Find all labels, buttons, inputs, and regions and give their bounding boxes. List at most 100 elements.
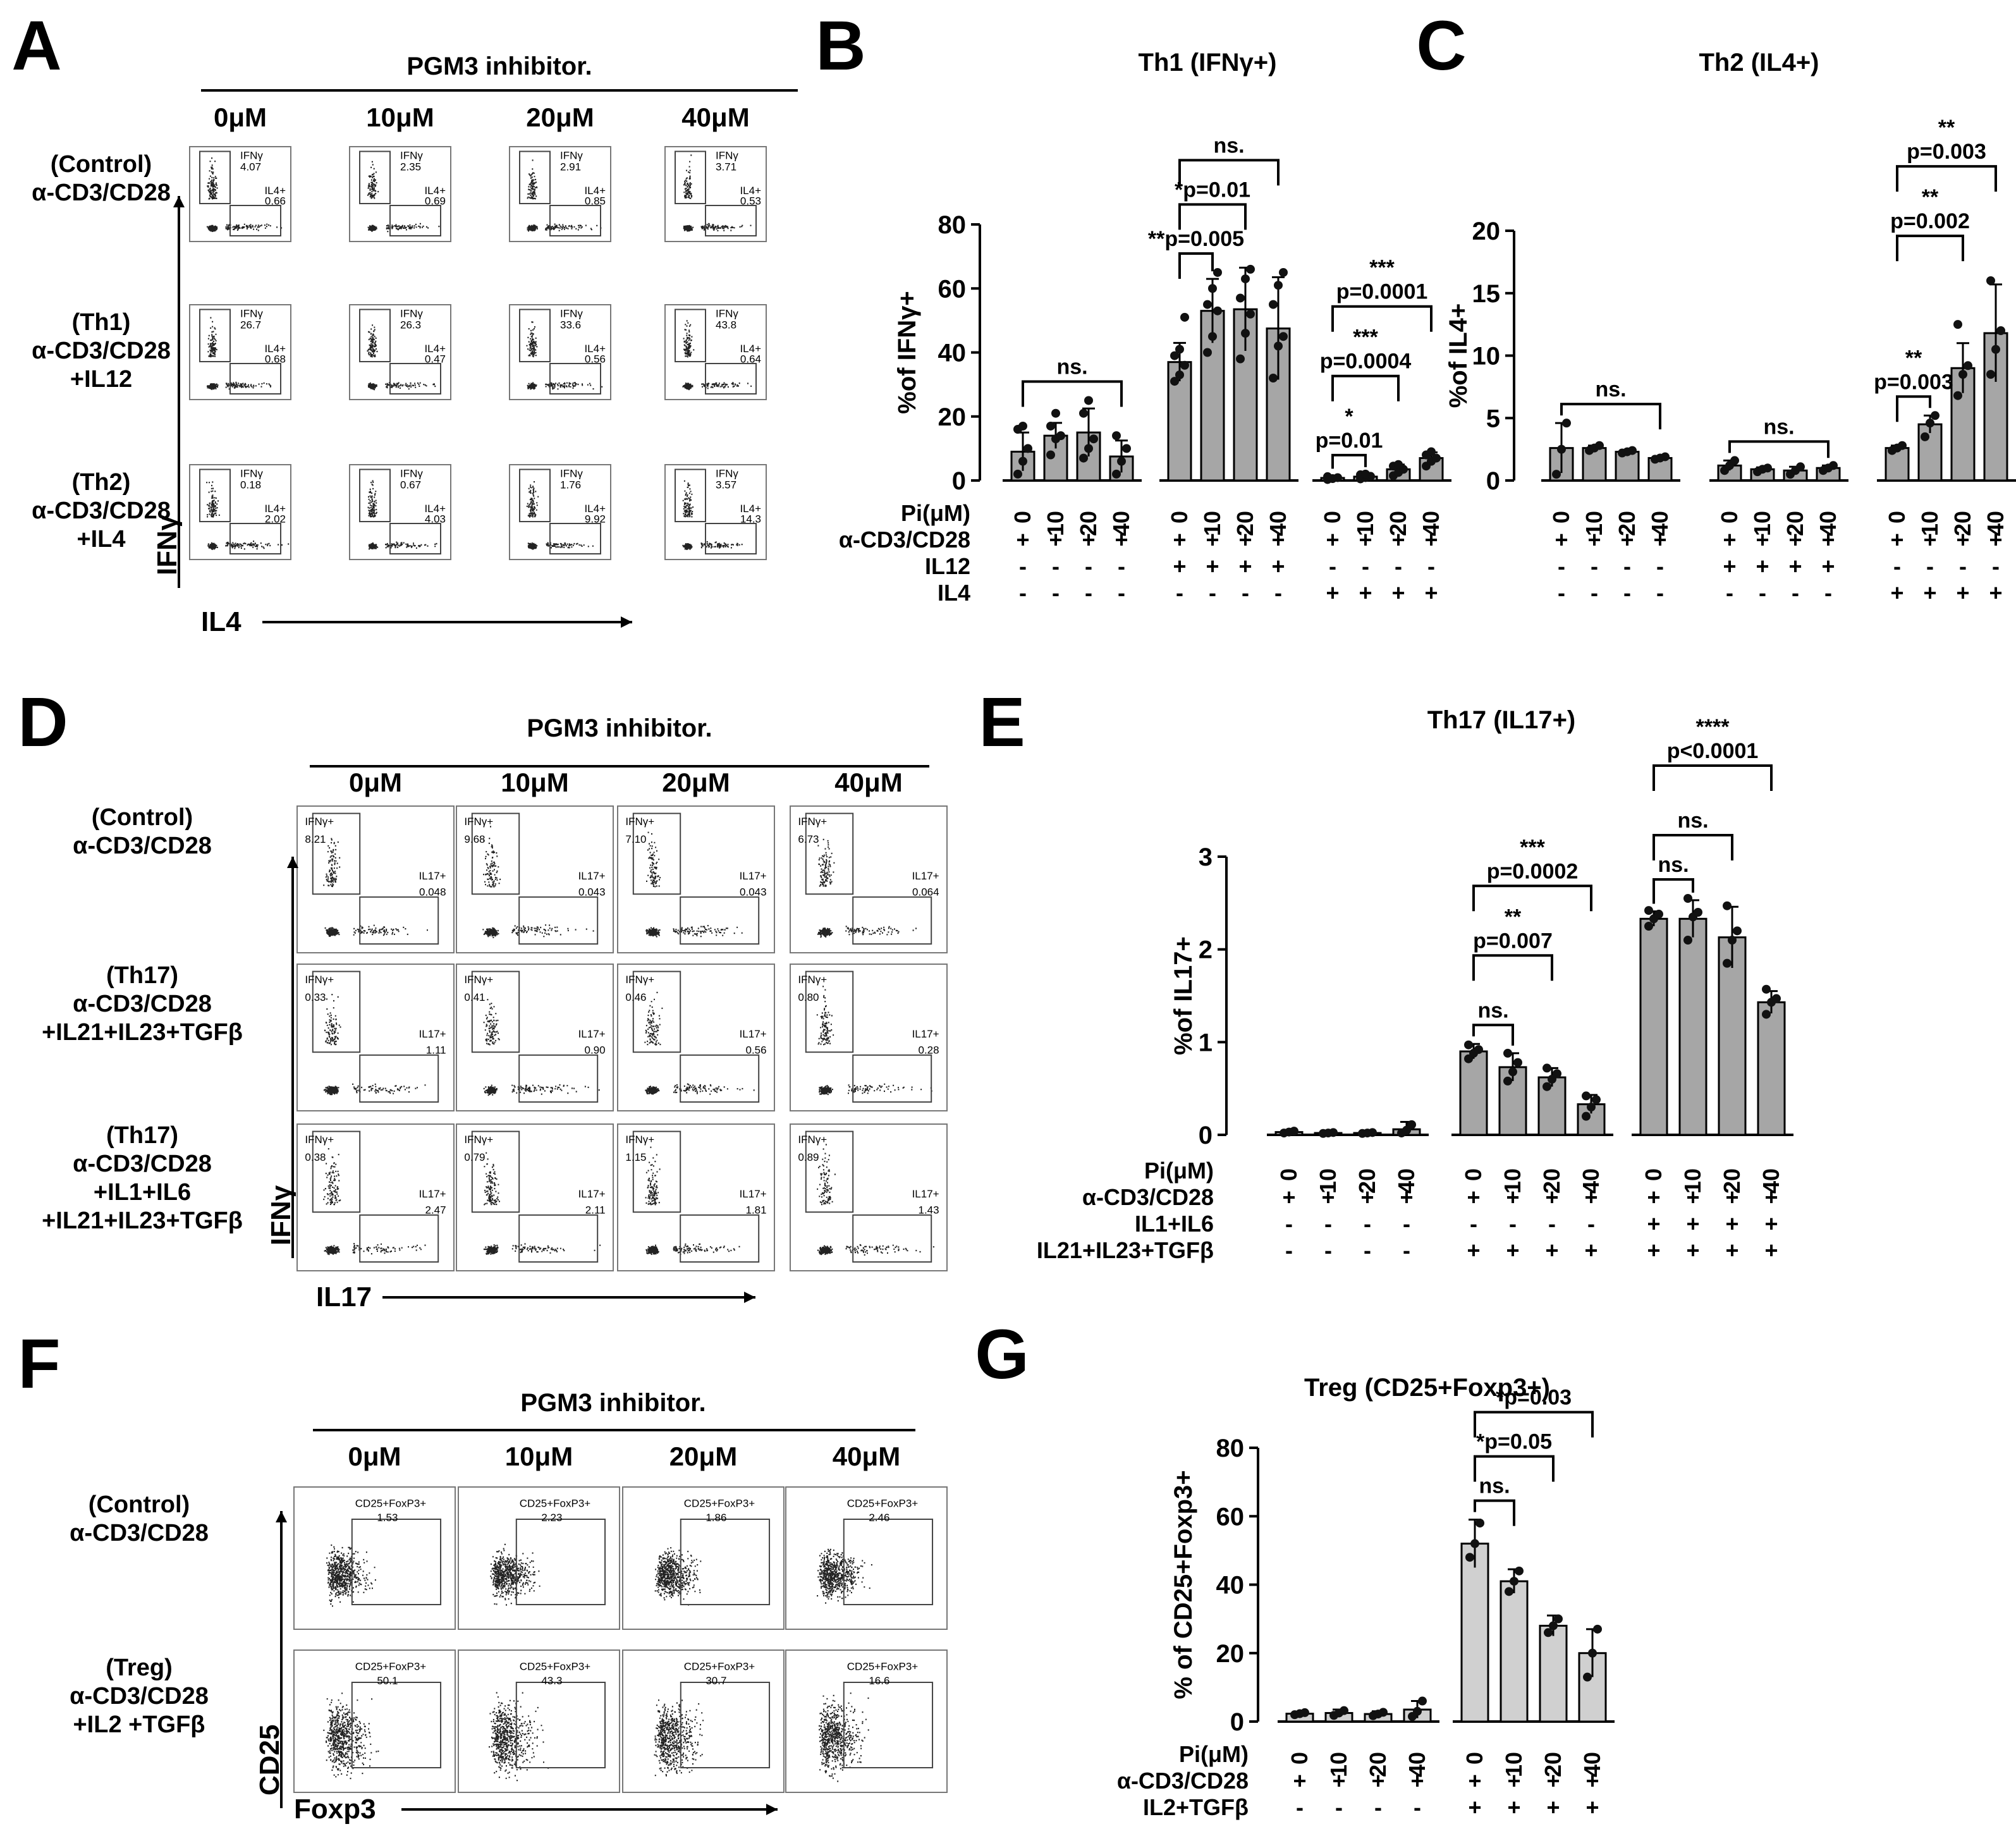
plot-frame <box>790 964 948 1111</box>
data-point <box>1543 1082 1551 1091</box>
condition-value: - <box>1403 1237 1410 1263</box>
gate-label: IL17+ <box>419 1028 446 1040</box>
significance-label: p=0.003 <box>1907 140 1986 164</box>
event-dots <box>816 986 932 1096</box>
significance-bracket <box>1022 380 1123 407</box>
dose-tick-label: 0 <box>1010 511 1035 523</box>
gate-box-right <box>680 1214 760 1263</box>
condition-value: - <box>1926 553 1934 579</box>
gate-label: IL17+ <box>740 1028 767 1040</box>
dose-tick-label: 20 <box>1614 511 1640 536</box>
significance-label: *p=0.01 <box>1175 178 1250 202</box>
gate-box-upper <box>632 1130 681 1213</box>
condition-value: + <box>1326 527 1339 553</box>
y-tick-label: 0 <box>1486 467 1500 495</box>
condition-value: + <box>1653 527 1666 553</box>
data-point <box>1763 463 1772 473</box>
gate-value: 0.79 <box>464 1151 485 1163</box>
condition-value: + <box>1371 1768 1384 1794</box>
condition-value: + <box>1321 1184 1335 1210</box>
dose-tick-label: 0 <box>1166 511 1192 523</box>
flow-plot: IFNγ+ 0.38 IL17+ 2.47 <box>296 1123 455 1271</box>
row-label: (Th17) <box>106 1122 178 1149</box>
condition-value: + <box>1584 1184 1598 1210</box>
flow-plot: IFNγ+ 0.80 IL17+ 0.28 <box>790 964 948 1111</box>
dose-header: 40μM <box>834 768 902 797</box>
panel-letter: D <box>18 683 68 761</box>
flow-plot: IFNγ+ 1.15 IL17+ 1.81 <box>617 1123 775 1271</box>
condition-value: + <box>1764 1211 1778 1237</box>
condition-value: + <box>1271 527 1285 553</box>
gate-label: IFNγ+ <box>305 974 334 986</box>
dose-tick-label: 10 <box>1326 1752 1352 1777</box>
data-point <box>1508 1067 1517 1077</box>
gate-label: IL17+ <box>578 870 606 882</box>
gate-box-right <box>359 1054 439 1103</box>
data-point <box>1644 922 1653 931</box>
condition-value: - <box>1558 580 1565 606</box>
gate-label: IL17+ <box>578 1188 606 1200</box>
gate-box-right <box>359 896 439 945</box>
gate-value: 2.47 <box>425 1204 446 1216</box>
gate-value: 1.43 <box>919 1204 939 1216</box>
flow-plot: IFNγ+ 6.73 IL17+ 0.064 <box>790 805 948 953</box>
condition-value: - <box>1329 553 1336 579</box>
data-point <box>1654 909 1663 919</box>
gate-box-upper <box>312 1130 361 1213</box>
gate-box-right <box>359 1214 439 1263</box>
significance-bracket <box>1472 1024 1514 1046</box>
data-point <box>1079 453 1088 463</box>
data-point <box>1379 1708 1388 1717</box>
data-point <box>1474 1045 1483 1055</box>
plot-frame <box>622 1649 785 1793</box>
data-point <box>1279 332 1288 341</box>
dose-tick-label: 40 <box>1647 511 1673 536</box>
data-point <box>1079 408 1088 418</box>
data-point <box>1170 351 1179 360</box>
dose-tick-label: 0 <box>1319 511 1345 523</box>
data-point <box>1582 1091 1591 1101</box>
y-tick-label: 80 <box>1216 1435 1245 1462</box>
gate-value: 0.89 <box>798 1151 819 1163</box>
gate-value: 2.11 <box>585 1204 606 1216</box>
gate-box-upper <box>471 812 520 895</box>
gate-label: IL4+ <box>740 185 761 197</box>
significance-bracket <box>1331 305 1433 332</box>
gate-box-right <box>705 363 757 395</box>
data-point <box>1964 361 1972 370</box>
y-tick-label: 0 <box>1230 1708 1244 1736</box>
row-label: (Th2) <box>72 469 131 496</box>
data-point <box>1122 444 1131 453</box>
row-label: (Treg) <box>106 1655 173 1681</box>
dose-tick-label: 10 <box>1500 1168 1525 1194</box>
data-point <box>1046 450 1055 460</box>
row-label: +IL1+IL6 <box>94 1179 191 1206</box>
gate-value: 4.07 <box>240 161 261 173</box>
chart-E: E Th17 (IL17+) 0 1 2 3 %of IL17+ Pi(μM) 0 10 20 40 0… <box>979 683 1793 1263</box>
dose-header: 20μM <box>526 102 594 132</box>
condition-value: - <box>1085 553 1092 579</box>
y-tick-label: 2 <box>1199 936 1213 964</box>
condition-value: - <box>1296 1794 1304 1820</box>
data-point <box>1246 309 1255 319</box>
significance-label: ns. <box>1479 1474 1510 1498</box>
gate-value: 2.46 <box>869 1512 889 1524</box>
data-point <box>1407 1120 1416 1129</box>
gate-label: IL4+ <box>584 503 606 515</box>
significance-label: ** <box>1905 346 1922 370</box>
data-point <box>1986 276 1995 285</box>
plot-frame <box>509 304 611 400</box>
condition-label: IL12 <box>925 553 970 579</box>
dose-tick-label: 20 <box>1950 511 1976 536</box>
significance-label: p=0.002 <box>1890 209 1970 233</box>
condition-value: + <box>1923 527 1936 553</box>
significance-label: *p=0.03 <box>1496 1386 1572 1410</box>
event-dots <box>323 838 428 937</box>
data-point <box>1056 431 1065 441</box>
significance-label: ns. <box>1763 415 1794 439</box>
condition-value: + <box>1725 1237 1738 1263</box>
gate-label: CD25+FoxP3+ <box>847 1498 919 1510</box>
condition-value: - <box>1414 1794 1421 1820</box>
data-point <box>1694 908 1702 917</box>
condition-label: α-CD3/CD28 <box>839 527 970 553</box>
